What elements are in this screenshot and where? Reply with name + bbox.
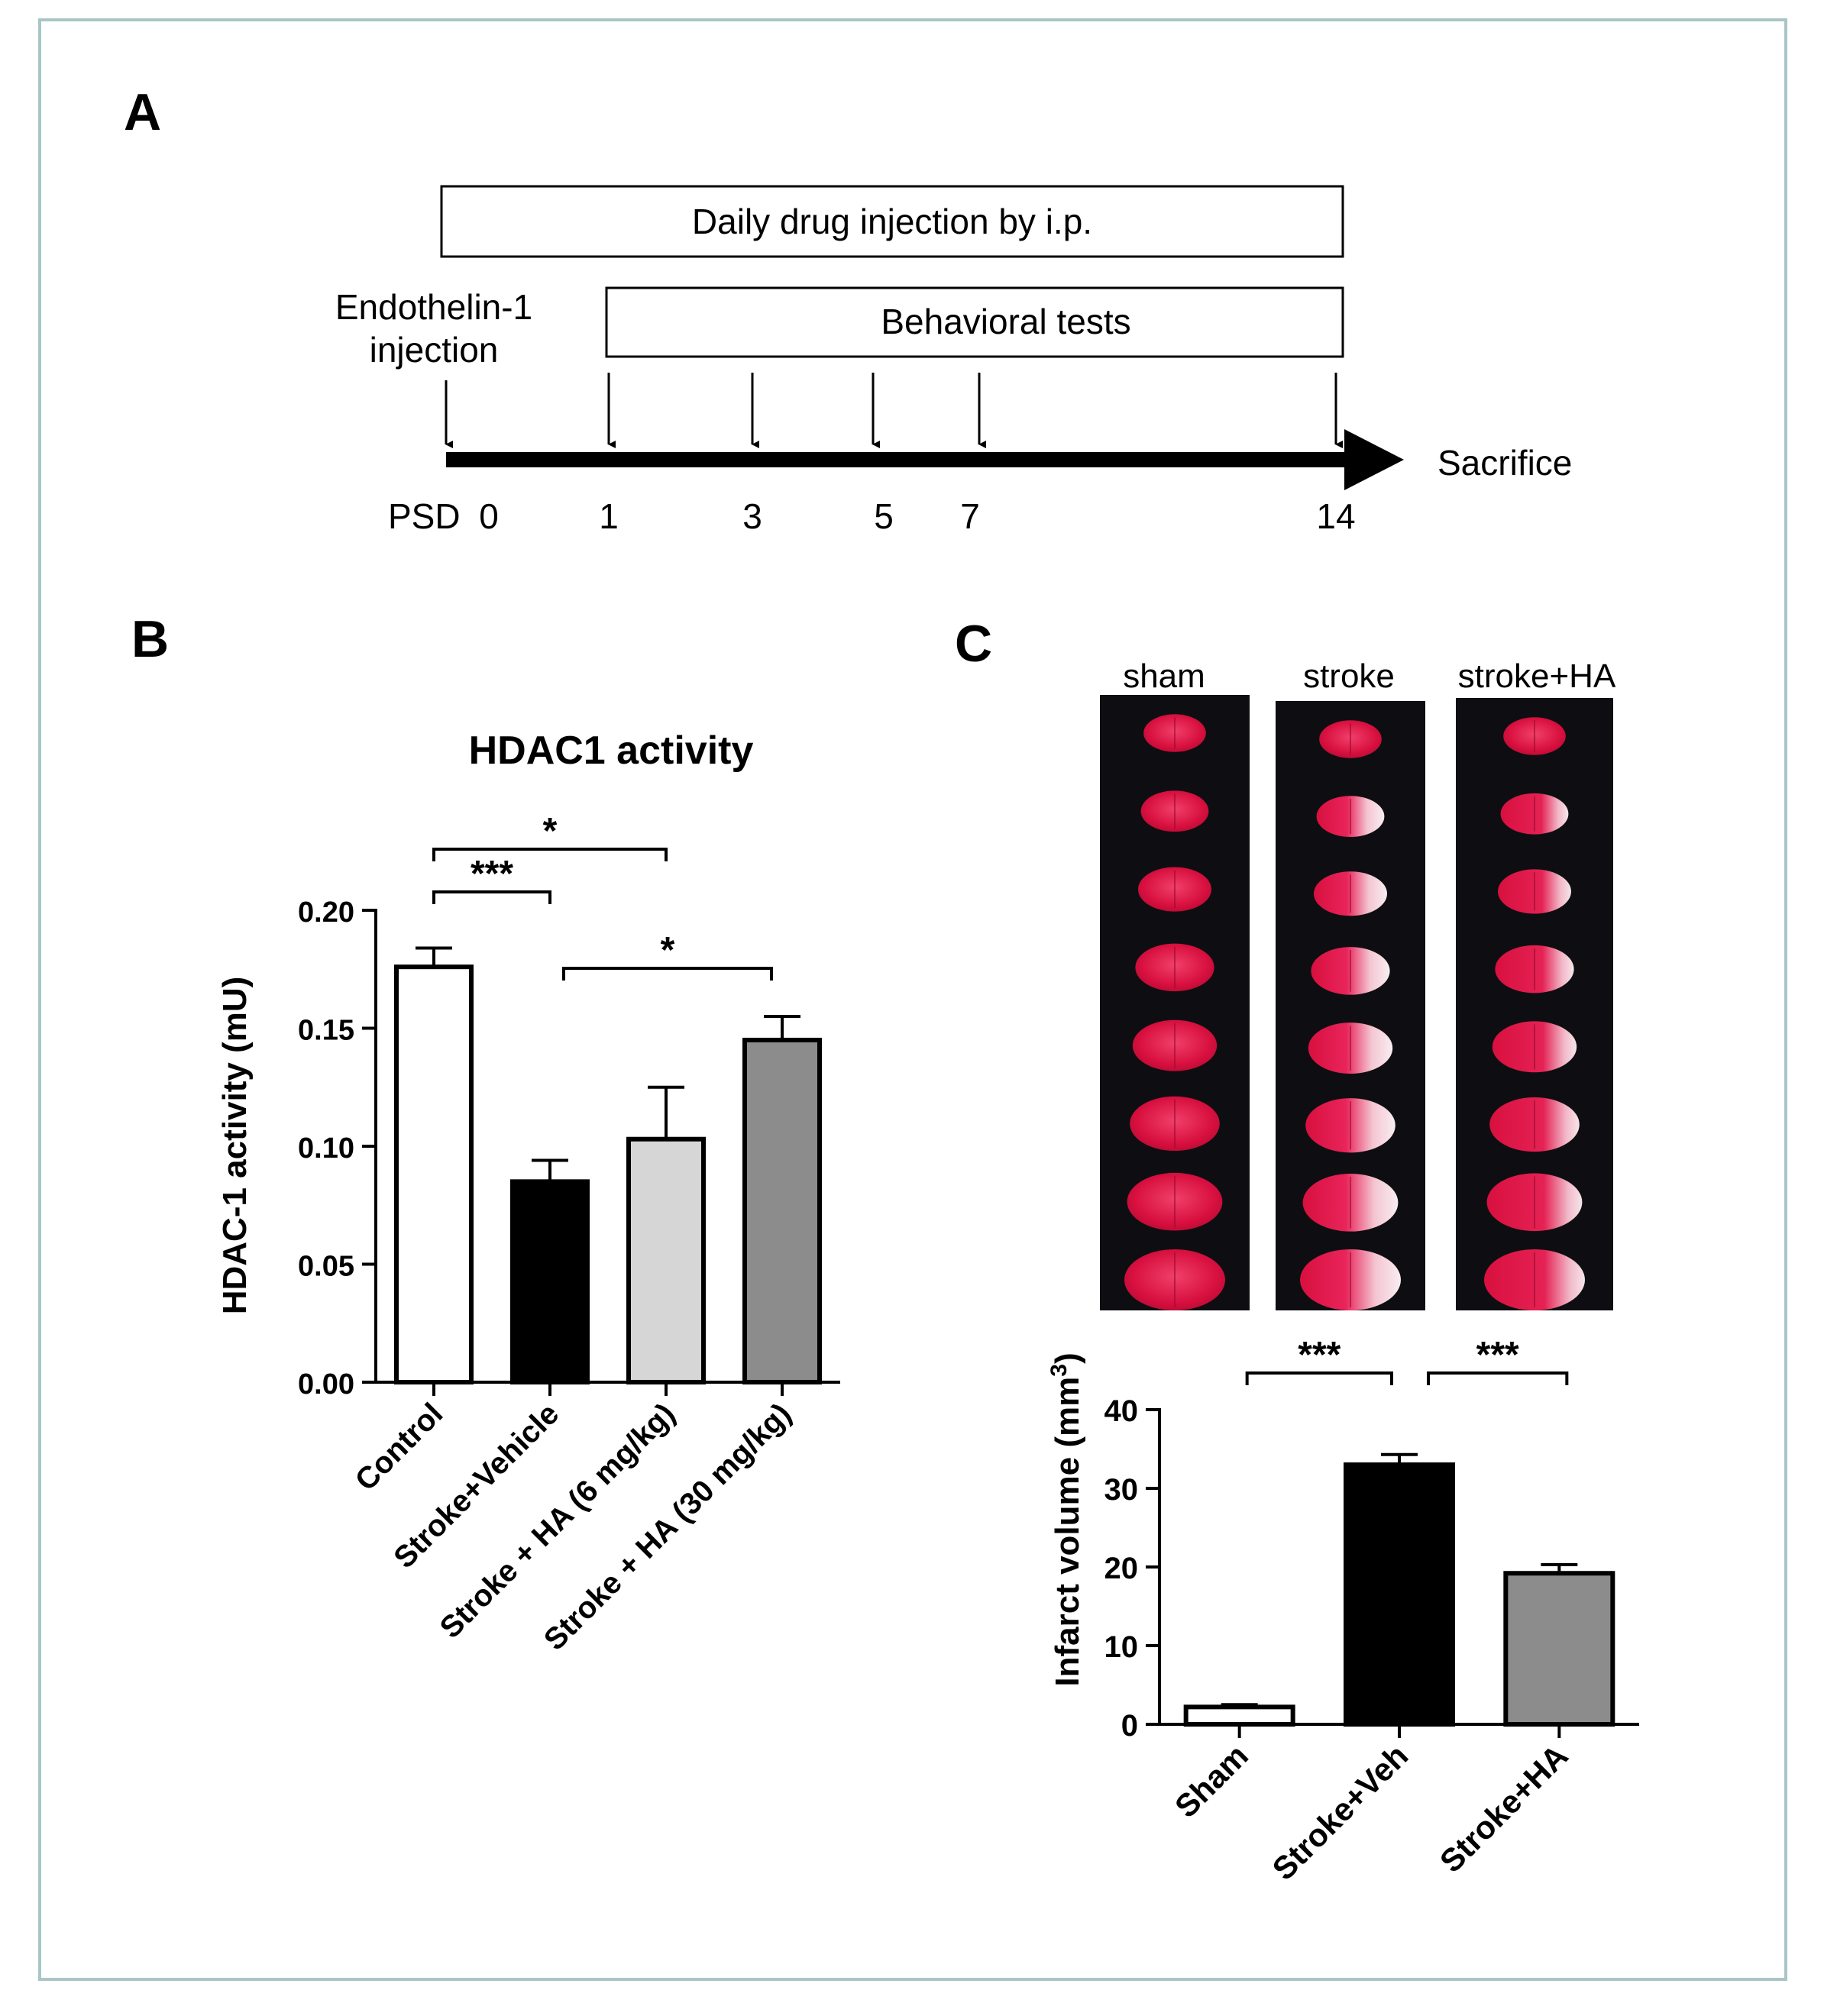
brain-slice-photos (1100, 695, 1613, 1310)
figure-border (38, 18, 1787, 1981)
day-label-14: 14 (1316, 496, 1355, 536)
category-label: Stroke + HA (30 mg/kg) (538, 1397, 797, 1656)
panel-b-label: B (131, 610, 169, 668)
endothelin-label-line1: Endothelin-1 (335, 287, 532, 327)
y-tick-label: 10 (1104, 1630, 1139, 1664)
bar (626, 1136, 706, 1384)
drug-injection-bar: Daily drug injection by i.p. (440, 185, 1344, 258)
significance-label: *** (1298, 1335, 1341, 1375)
category-label: Control (349, 1397, 450, 1497)
photo-label-stroke: stroke (1303, 657, 1395, 695)
day-label-5: 5 (874, 496, 894, 536)
category-label: Stroke+Veh (1266, 1737, 1415, 1887)
y-tick-label: 0.00 (298, 1368, 354, 1401)
bar (1344, 1462, 1455, 1727)
photo-label-stroke-ha: stroke+HA (1458, 657, 1616, 695)
panel-a-label: A (124, 83, 161, 141)
bar (394, 964, 474, 1385)
category-label: Sham (1168, 1737, 1255, 1824)
chart-c-ylabel: Infarct volume (mm3) (1046, 1352, 1087, 1686)
day-label-7: 7 (960, 496, 980, 536)
significance-bracket (432, 890, 551, 904)
psd-label: PSD (388, 496, 461, 536)
sham-strip (1100, 695, 1250, 1310)
y-tick-label: 0 (1121, 1709, 1138, 1743)
y-tick-label: 0.05 (298, 1251, 354, 1283)
category-label: Stroke + HA (6 mg/kg) (434, 1397, 682, 1645)
chart-b-ylabel: HDAC-1 activity (mU) (216, 977, 254, 1315)
day-label-3: 3 (742, 496, 762, 536)
sacrifice-label: Sacrifice (1438, 443, 1572, 483)
significance-bracket (1245, 1371, 1393, 1385)
drug-injection-label: Daily drug injection by i.p. (692, 202, 1092, 241)
significance-label: * (661, 930, 675, 971)
endothelin-label-line2: injection (370, 330, 499, 370)
significance-label: *** (471, 854, 513, 894)
bar (742, 1037, 822, 1384)
y-tick-label: 40 (1104, 1394, 1139, 1428)
behavioral-tests-label: Behavioral tests (881, 302, 1130, 341)
stroke-strip (1276, 701, 1425, 1310)
chart-b-title: HDAC1 activity (469, 729, 754, 773)
significance-bracket (562, 967, 773, 981)
y-tick-label: 0.15 (298, 1015, 354, 1047)
y-tick-label: 20 (1104, 1552, 1139, 1585)
bar (1503, 1571, 1615, 1727)
category-label: Stroke+HA (1433, 1737, 1575, 1879)
significance-label: *** (1476, 1335, 1519, 1375)
bar (510, 1179, 590, 1384)
timeline-arrowhead (1344, 429, 1404, 490)
bar (1183, 1704, 1295, 1727)
significance-label: * (543, 811, 558, 851)
y-tick-label: 0.20 (298, 897, 354, 929)
y-tick-label: 0.10 (298, 1132, 354, 1165)
significance-bracket (1427, 1371, 1569, 1385)
y-tick-label: 30 (1104, 1473, 1139, 1507)
timeline-axis (446, 429, 1404, 490)
photo-label-sham: sham (1123, 657, 1205, 695)
stroke-ha-strip (1456, 698, 1613, 1310)
significance-bracket (432, 848, 668, 861)
chart-b: 0.000.050.100.150.20ControlStroke+Vehicl… (298, 811, 840, 1657)
panel-c-label: C (955, 615, 992, 673)
chart-c: 0 10 20 30 40 Sham Stroke+Veh Stroke+HA *** *** (1104, 1335, 1639, 1887)
timeline-arrows (445, 373, 1343, 448)
behavioral-tests-bar: Behavioral tests (605, 286, 1344, 358)
day-label-0: 0 (479, 496, 499, 536)
day-label-1: 1 (599, 496, 619, 536)
